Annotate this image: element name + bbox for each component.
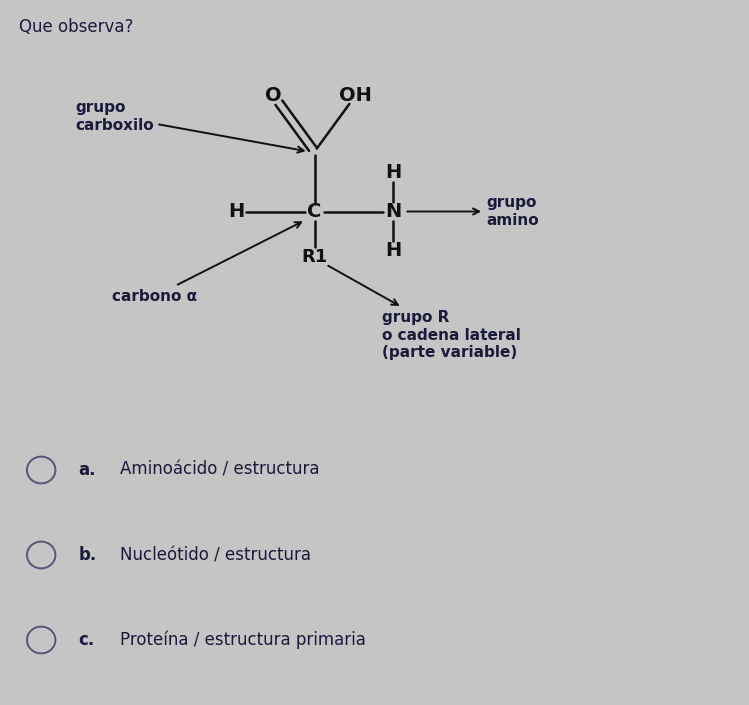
Text: OH: OH (339, 86, 372, 104)
Text: N: N (385, 202, 401, 221)
Text: H: H (228, 202, 244, 221)
Text: H: H (385, 241, 401, 259)
Text: grupo R
o cadena lateral
(parte variable): grupo R o cadena lateral (parte variable… (328, 266, 521, 360)
Text: H: H (385, 164, 401, 182)
Text: Nucleótido / estructura: Nucleótido / estructura (120, 546, 311, 564)
Text: a.: a. (79, 461, 96, 479)
Text: grupo
amino: grupo amino (407, 195, 539, 228)
Text: Proteína / estructura primaria: Proteína / estructura primaria (120, 631, 366, 649)
Text: R1: R1 (301, 248, 328, 266)
Text: b.: b. (79, 546, 97, 564)
Text: O: O (265, 86, 282, 104)
Text: Aminoácido / estructura: Aminoácido / estructura (120, 461, 319, 479)
Text: c.: c. (79, 631, 95, 649)
Text: C: C (307, 202, 322, 221)
Text: carbono α: carbono α (112, 222, 301, 304)
Text: Que observa?: Que observa? (19, 18, 133, 36)
Text: grupo
carboxilo: grupo carboxilo (75, 100, 303, 152)
